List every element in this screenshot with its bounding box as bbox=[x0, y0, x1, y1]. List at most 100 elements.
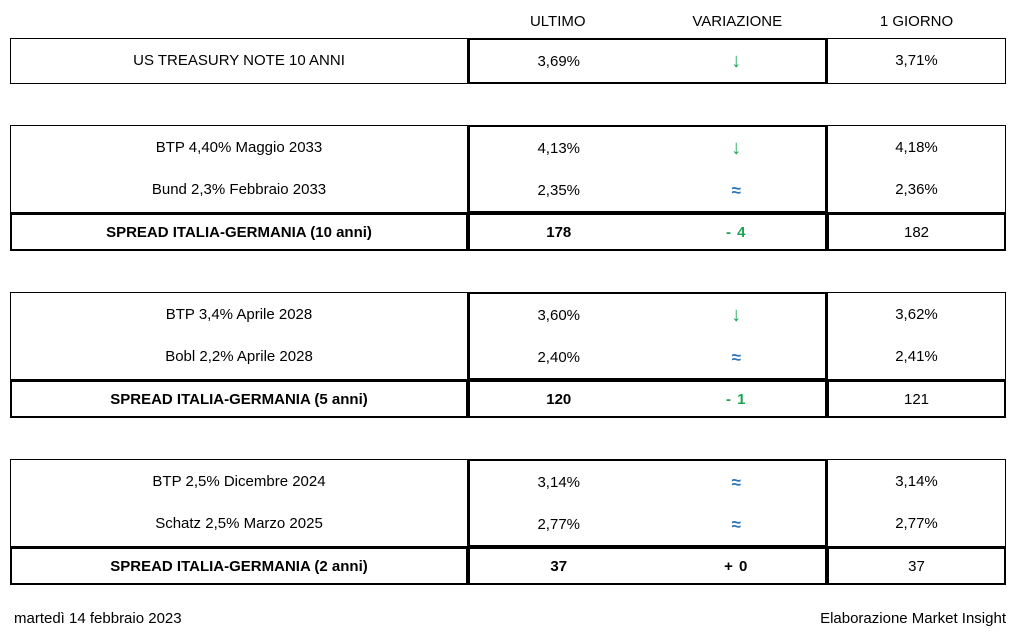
spread-values-box: 37 + 0 bbox=[468, 547, 827, 585]
ultimo-text: 2,77% bbox=[537, 515, 581, 533]
spread-giorno-value: 121 bbox=[903, 390, 930, 408]
instrument-label: Bund 2,3% Febbraio 2033 bbox=[151, 180, 327, 198]
values-box: 3,69% ↓ bbox=[468, 38, 827, 84]
value-row: 2,40% ≈ bbox=[470, 336, 825, 378]
spread-label-box: SPREAD ITALIA-GERMANIA (5 anni) bbox=[10, 380, 468, 418]
instrument-label: BTP 3,4% Aprile 2028 bbox=[165, 305, 313, 323]
giorno-value: 3,62% bbox=[895, 305, 938, 323]
values-box: 3,14% ≈2,77% ≈ bbox=[468, 459, 827, 547]
instrument-label-box: BTP 3,4% Aprile 2028 Bobl 2,2% Aprile 202… bbox=[10, 292, 468, 380]
spread-band: SPREAD ITALIA-GERMANIA (10 anni) 178 - 4 18… bbox=[10, 213, 1022, 251]
ultimo-value: 4,13% bbox=[470, 140, 648, 157]
ultimo-text: 2,40% bbox=[537, 348, 581, 366]
column-header-giorno: 1 GIORNO bbox=[879, 12, 954, 30]
ultimo-text: 2,35% bbox=[537, 181, 581, 199]
spread-variazione-cell: - 4 bbox=[648, 224, 826, 241]
value-row: 2,35% ≈ bbox=[470, 169, 825, 211]
table-blocks: US TREASURY NOTE 10 ANNI 3,69% ↓ 3,71% BTP 4… bbox=[0, 38, 1022, 585]
giorno-box: 3,14% 2,77% bbox=[827, 459, 1006, 547]
ultimo-value: 2,35% bbox=[470, 182, 648, 199]
spread-values-box: 120 - 1 bbox=[468, 380, 827, 418]
giorno-value: 2,36% bbox=[895, 180, 938, 198]
spread-giorno-value: 37 bbox=[908, 557, 925, 575]
spread-value-row: 37 + 0 bbox=[470, 549, 825, 583]
ultimo-value: 3,69% bbox=[470, 53, 648, 70]
spread-ultimo-text: 178 bbox=[546, 223, 572, 241]
variazione-cell: ≈ bbox=[648, 349, 826, 366]
giorno-value: 2,41% bbox=[895, 347, 938, 365]
header-mid-group: ULTIMO VARIAZIONE bbox=[468, 8, 827, 34]
down-arrow-icon: ↓ bbox=[731, 50, 742, 72]
instrument-band: US TREASURY NOTE 10 ANNI 3,69% ↓ 3,71% bbox=[10, 38, 1022, 84]
instrument-band: BTP 4,40% Maggio 2033 Bund 2,3% Febbraio … bbox=[10, 125, 1022, 213]
spread-giorno-box: 121 bbox=[827, 380, 1006, 418]
spread-giorno-box: 37 bbox=[827, 547, 1006, 585]
spread-values-box: 178 - 4 bbox=[468, 213, 827, 251]
down-arrow-icon: ↓ bbox=[731, 137, 742, 159]
instrument-band: BTP 3,4% Aprile 2028 Bobl 2,2% Aprile 202… bbox=[10, 292, 1022, 380]
down-arrow-icon: ↓ bbox=[731, 304, 742, 326]
instrument-label-box: BTP 2,5% Dicembre 2024 Schatz 2,5% Marzo … bbox=[10, 459, 468, 547]
ultimo-text: 3,14% bbox=[537, 473, 581, 491]
spread-label-box: SPREAD ITALIA-GERMANIA (2 anni) bbox=[10, 547, 468, 585]
report-date: martedì 14 febbraio 2023 bbox=[14, 610, 182, 627]
spread-label: SPREAD ITALIA-GERMANIA (2 anni) bbox=[110, 557, 368, 575]
approx-icon: ≈ bbox=[731, 347, 741, 367]
spread-giorno-value: 182 bbox=[903, 223, 930, 241]
ultimo-value: 2,77% bbox=[470, 516, 648, 533]
instrument-label: Bobl 2,2% Aprile 2028 bbox=[165, 347, 313, 365]
approx-icon: ≈ bbox=[731, 180, 741, 200]
giorno-value: 3,14% bbox=[895, 472, 938, 490]
footer: martedì 14 febbraio 2023 Elaborazione Ma… bbox=[14, 610, 1006, 627]
ultimo-value: 2,40% bbox=[470, 349, 648, 366]
variazione-cell: ↓ bbox=[648, 305, 826, 325]
ultimo-text: 3,60% bbox=[537, 306, 581, 324]
ultimo-value: 3,14% bbox=[470, 474, 648, 491]
spread-band: SPREAD ITALIA-GERMANIA (2 anni) 37 + 0 37 bbox=[10, 547, 1022, 585]
instrument-label: US TREASURY NOTE 10 ANNI bbox=[133, 51, 345, 69]
spread-band: SPREAD ITALIA-GERMANIA (5 anni) 120 - 1 121 bbox=[10, 380, 1022, 418]
column-header-ultimo: ULTIMO bbox=[529, 12, 586, 30]
spread-change-value: - 4 bbox=[725, 223, 747, 241]
spread-change-value: - 1 bbox=[725, 390, 747, 408]
instrument-label-box: BTP 4,40% Maggio 2033 Bund 2,3% Febbraio … bbox=[10, 125, 468, 213]
instrument-label: BTP 2,5% Dicembre 2024 bbox=[152, 472, 326, 490]
variazione-cell: ≈ bbox=[648, 474, 826, 491]
spread-giorno-box: 182 bbox=[827, 213, 1006, 251]
spread-change-value: + 0 bbox=[724, 557, 749, 575]
approx-icon: ≈ bbox=[731, 472, 741, 492]
variazione-cell: ≈ bbox=[648, 182, 826, 199]
value-row: 4,13% ↓ bbox=[470, 127, 825, 169]
ultimo-text: 3,69% bbox=[537, 52, 581, 70]
spread-ultimo-value: 120 bbox=[470, 391, 648, 408]
spread-variazione-cell: + 0 bbox=[648, 558, 826, 575]
giorno-box: 3,71% bbox=[827, 38, 1006, 84]
spread-label: SPREAD ITALIA-GERMANIA (10 anni) bbox=[106, 223, 372, 241]
giorno-value: 2,77% bbox=[895, 514, 938, 532]
report-credit: Elaborazione Market Insight bbox=[820, 610, 1006, 627]
giorno-value: 4,18% bbox=[895, 138, 938, 156]
spread-label: SPREAD ITALIA-GERMANIA (5 anni) bbox=[110, 390, 368, 408]
approx-icon: ≈ bbox=[731, 514, 741, 534]
spread-variazione-cell: - 1 bbox=[648, 391, 826, 408]
spread-ultimo-value: 178 bbox=[470, 224, 648, 241]
ultimo-text: 4,13% bbox=[537, 139, 581, 157]
bond-yield-report: ULTIMO VARIAZIONE 1 GIORNO US TREASURY N… bbox=[0, 8, 1022, 635]
spread-value-row: 178 - 4 bbox=[470, 215, 825, 249]
value-row: 2,77% ≈ bbox=[470, 503, 825, 545]
spread-label-box: SPREAD ITALIA-GERMANIA (10 anni) bbox=[10, 213, 468, 251]
giorno-box: 3,62% 2,41% bbox=[827, 292, 1006, 380]
spread-ultimo-text: 37 bbox=[550, 557, 568, 575]
variazione-cell: ↓ bbox=[648, 51, 826, 71]
giorno-value: 3,71% bbox=[895, 51, 938, 69]
instrument-band: BTP 2,5% Dicembre 2024 Schatz 2,5% Marzo … bbox=[10, 459, 1022, 547]
value-row: 3,14% ≈ bbox=[470, 461, 825, 503]
values-box: 3,60% ↓ 2,40% ≈ bbox=[468, 292, 827, 380]
table-header: ULTIMO VARIAZIONE 1 GIORNO bbox=[10, 8, 1022, 34]
column-header-variazione: VARIAZIONE bbox=[692, 12, 783, 30]
spread-ultimo-text: 120 bbox=[546, 390, 572, 408]
instrument-label: Schatz 2,5% Marzo 2025 bbox=[155, 514, 323, 532]
values-box: 4,13% ↓ 2,35% ≈ bbox=[468, 125, 827, 213]
variazione-cell: ↓ bbox=[648, 138, 826, 158]
ultimo-value: 3,60% bbox=[470, 307, 648, 324]
